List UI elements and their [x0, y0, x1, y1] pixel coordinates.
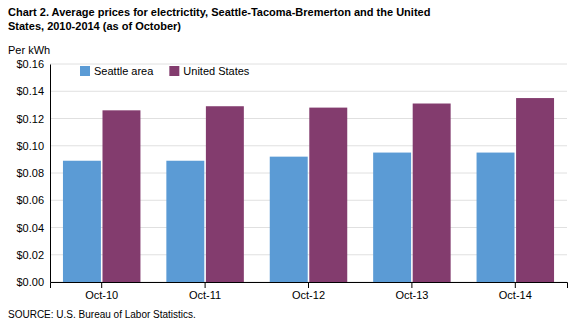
legend-label: United States — [183, 65, 250, 77]
x-tick-label: Oct-13 — [395, 289, 428, 301]
x-tick-label: Oct-11 — [189, 289, 221, 301]
y-tick-label: $0.10 — [16, 140, 44, 152]
bar — [516, 98, 554, 282]
y-tick: $0.14 — [16, 85, 50, 97]
grid-line — [50, 91, 567, 92]
legend-swatch — [169, 66, 179, 76]
y-axis-line — [50, 65, 51, 283]
bar — [373, 153, 411, 282]
bar — [413, 104, 451, 282]
legend: Seattle area United States — [80, 65, 250, 77]
x-tick: Oct-14 — [499, 282, 532, 301]
y-axis: $0.00 $0.02 $0.04 $0.06 $0.08 $0.10 $0.12 $0.14… — [16, 58, 50, 288]
bar — [309, 108, 347, 282]
y-tick-label: $0.06 — [16, 194, 44, 206]
y-tick-label: $0.08 — [16, 167, 44, 179]
x-tick: Oct-12 — [292, 282, 325, 301]
y-tick-label: $0.14 — [16, 85, 44, 97]
bar — [63, 161, 101, 282]
x-tick-mark — [411, 282, 412, 288]
bars — [63, 98, 554, 282]
plot: $0.00 $0.02 $0.04 $0.06 $0.08 $0.10 $0.12 $0.14… — [16, 58, 567, 301]
y-tick: $0.16 — [16, 58, 50, 70]
y-tick-label: $0.00 — [16, 276, 44, 288]
y-axis-label: Per kWh — [8, 44, 50, 56]
y-tick: $0.10 — [16, 140, 50, 152]
y-tick-label: $0.02 — [16, 249, 44, 261]
bar — [270, 157, 308, 282]
x-tick-mark — [308, 282, 309, 288]
x-tick-mark — [515, 282, 516, 288]
legend-item: United States — [169, 65, 250, 77]
y-tick-label: $0.16 — [16, 58, 44, 70]
x-tick-label: Oct-12 — [292, 289, 325, 301]
bar — [206, 106, 244, 282]
x-axis: Oct-10 Oct-11 Oct-12 Oct-13 Oct-14 — [51, 282, 568, 301]
legend-swatch — [80, 66, 90, 76]
x-tick: Oct-13 — [395, 282, 428, 301]
bar-series — [102, 98, 554, 282]
x-axis-line — [51, 283, 568, 289]
y-tick-label: $0.04 — [16, 222, 44, 234]
y-tick: $0.02 — [16, 249, 50, 261]
x-tick: Oct-10 — [85, 282, 118, 301]
chart: Chart 2. Average prices for electrictity… — [0, 0, 579, 326]
legend-item: Seattle area — [80, 65, 154, 77]
x-tick-mark — [101, 282, 102, 288]
x-tick-mark — [205, 282, 206, 288]
legend-label: Seattle area — [94, 65, 154, 77]
grid — [50, 64, 567, 282]
y-tick: $0.06 — [16, 194, 50, 206]
y-tick: $0.00 — [16, 276, 50, 288]
bar — [166, 161, 204, 282]
bar — [477, 153, 515, 282]
y-tick: $0.08 — [16, 167, 50, 179]
x-tick-label: Oct-14 — [499, 289, 532, 301]
y-tick: $0.12 — [16, 113, 50, 125]
y-tick: $0.04 — [16, 222, 50, 234]
y-tick-label: $0.12 — [16, 113, 44, 125]
bar — [102, 110, 140, 282]
x-tick-label: Oct-10 — [85, 289, 118, 301]
source-note: SOURCE: U.S. Bureau of Labor Statistics. — [8, 309, 196, 320]
x-tick: Oct-11 — [189, 282, 221, 301]
title: Chart 2. Average prices for electrictity… — [8, 6, 430, 32]
